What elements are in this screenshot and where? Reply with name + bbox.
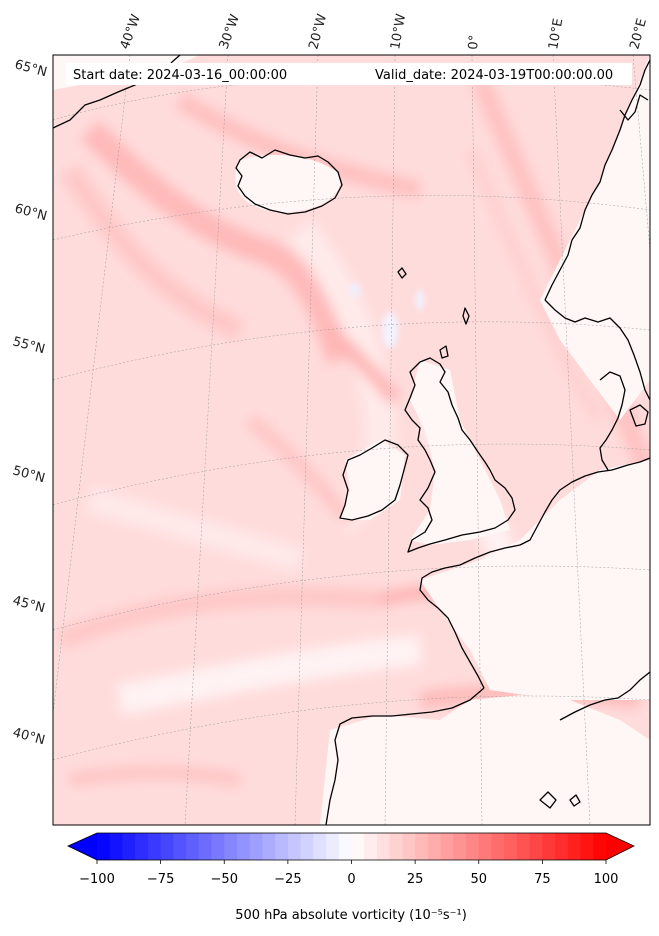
colorbar-cell [122,833,136,860]
map-panel [53,55,650,825]
graticule [53,55,650,825]
colorbar-cell [491,833,505,860]
colorbar-cell [198,833,213,860]
colorbar-tick-label: −50 [211,872,238,887]
info-box [66,63,632,85]
colorbar-cell [173,833,187,860]
lat-label-60n: 60°N [13,201,49,224]
colorbar-cell [364,833,378,860]
colorbar-cell [147,833,162,860]
lat-label-55n: 55°N [11,334,47,357]
colorbar-cells [97,833,607,860]
colorbar-label: 500 hPa absolute vorticity (10⁻⁵s⁻¹) [235,908,467,923]
colorbar-cell [529,833,543,860]
colorbar-tick-label: 0 [347,872,355,887]
colorbar-cell [376,833,391,860]
lon-label-10w: 10°W [388,13,409,51]
colorbar-cell [160,833,174,860]
colorbar-tick-label: −75 [147,872,174,887]
colorbar-ticks: −100 −75 −50 −25 0 25 50 75 100 [79,860,618,887]
colorbar-cell [186,833,200,860]
colorbar-cell [211,833,225,860]
colorbar-tick-label: 50 [470,872,487,887]
colorbar-cell [135,833,149,860]
colorbar-cell [351,833,365,860]
lon-label-20w: 20°W [306,12,330,51]
colorbar-tick-label: 25 [407,872,424,887]
lat-label-45n: 45°N [11,593,47,616]
lat-label-40n: 40°N [11,725,47,748]
colorbar-high-extension [606,833,634,860]
colorbar-cell [300,833,314,860]
colorbar-cell [236,833,251,860]
colorbar-cell [287,833,302,860]
valid-date-label: Valid_date: 2024-03-19T00:00:00.00 [375,68,613,83]
colorbar: −100 −75 −50 −25 0 25 50 75 100 500 hPa absolute… [67,832,635,923]
colorbar-cell [326,833,340,860]
colorbar-cell [109,833,123,860]
colorbar-cell [415,833,429,860]
colorbar-tick-label: 100 [594,872,619,887]
lat-label-50n: 50°N [11,463,47,486]
colorbar-cell [580,833,594,860]
colorbar-cell [427,833,442,860]
colorbar-cell [275,833,289,860]
lat-label-65n: 65°N [13,57,49,80]
colorbar-cell [224,833,238,860]
colorbar-cell [478,833,492,860]
colorbar-cell [567,833,582,860]
lon-label-20e: 20°E [627,17,650,51]
longitude-labels: 40°W 30°W 20°W 10°W 0° 10°E 20°E [118,12,650,51]
coastlines [53,55,650,825]
colorbar-cell [555,833,569,860]
start-date-label: Start date: 2024-03-16_00:00:00 [73,68,287,83]
colorbar-tick-label: −100 [79,872,115,887]
colorbar-cell [593,833,607,860]
colorbar-cell [466,833,480,860]
colorbar-cell [97,833,111,860]
colorbar-cell [440,833,454,860]
colorbar-tick-label: 75 [534,872,551,887]
colorbar-cell [249,833,263,860]
lon-label-30w: 30°W [217,12,243,51]
colorbar-cell [402,833,416,860]
colorbar-cell [338,833,352,860]
latitude-labels: 65°N 60°N 55°N 50°N 45°N 40°N [11,57,49,748]
colorbar-low-extension [68,833,97,860]
colorbar-tick-label: −25 [274,872,301,887]
colorbar-cell [516,833,531,860]
lon-label-10e: 10°E [546,17,566,50]
map-frame [52,54,651,826]
colorbar-cell [504,833,518,860]
colorbar-cell [389,833,403,860]
colorbar-cell [262,833,276,860]
lon-label-40w: 40°W [118,12,144,51]
colorbar-cell [542,833,556,860]
colorbar-cell [313,833,327,860]
land-areas [53,55,650,825]
lon-label-0: 0° [466,34,482,50]
colorbar-cell [453,833,467,860]
